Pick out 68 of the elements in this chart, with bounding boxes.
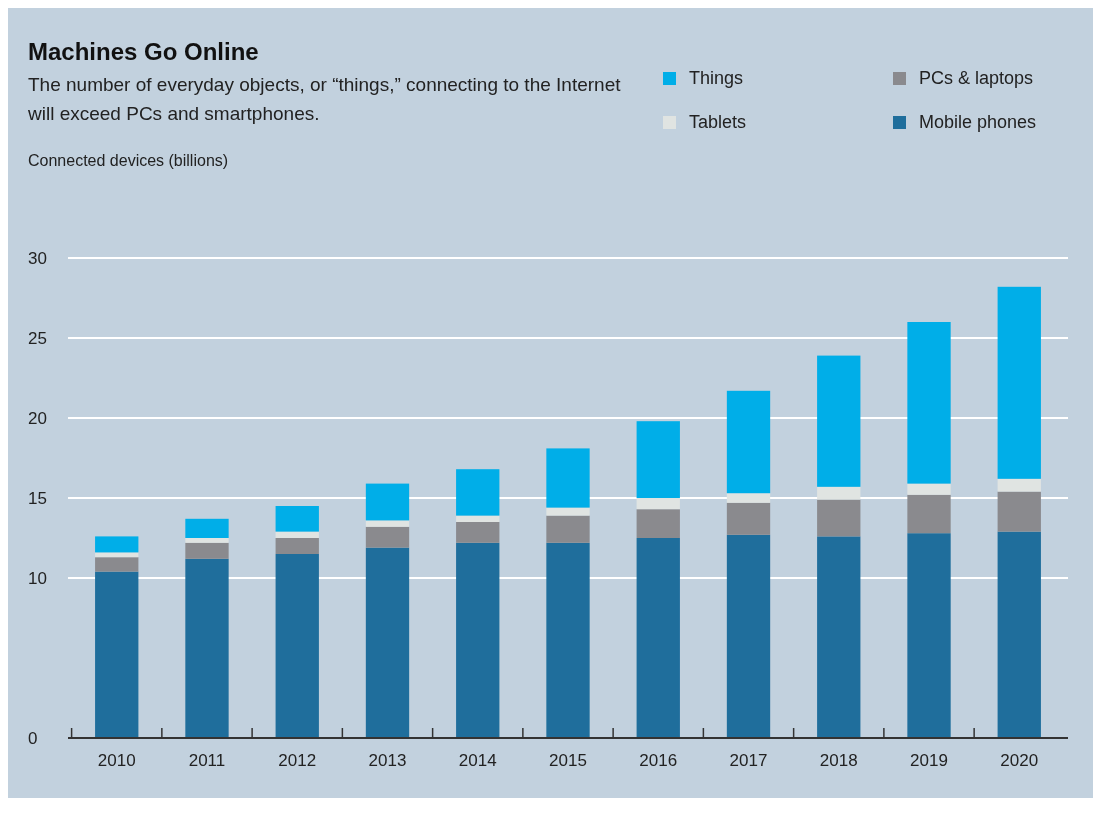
bar	[456, 469, 500, 516]
bar	[726, 502, 771, 535]
bar	[997, 286, 1041, 479]
bar	[997, 491, 1041, 532]
bar	[546, 515, 590, 543]
bar	[907, 322, 951, 484]
y-axis-title: Connected devices (billions)	[28, 152, 229, 169]
bar	[997, 478, 1041, 492]
bar	[726, 534, 771, 738]
x-tick-label: 2012	[278, 751, 317, 770]
x-tick-label: 2010	[97, 751, 136, 770]
y-tick-label: 10	[28, 568, 47, 588]
bar	[726, 390, 771, 494]
x-tick-label: 2018	[819, 751, 858, 770]
x-tick-label: 2017	[729, 751, 768, 770]
bar	[456, 522, 500, 543]
chart-subtitle: The number of everyday objects, or “things,” connecting to the Internet will exceed PCs and smartphones.	[28, 73, 622, 126]
bar	[817, 499, 861, 537]
bar	[185, 558, 229, 738]
x-tick-label: 2016	[639, 751, 678, 770]
x-tick-label: 2015	[549, 751, 587, 770]
bar	[365, 520, 410, 527]
bar	[185, 538, 229, 543]
bar	[95, 557, 139, 572]
bar	[546, 507, 590, 516]
bar	[546, 448, 590, 508]
y-tick-label: 15	[28, 488, 47, 508]
legend-label: Tablets	[689, 112, 747, 132]
bar	[275, 506, 319, 532]
bar	[817, 486, 861, 500]
y-tick-label: 20	[28, 408, 47, 428]
bar	[636, 498, 680, 510]
bar	[636, 538, 680, 738]
bar	[275, 554, 319, 738]
bar	[726, 493, 771, 503]
bar	[817, 536, 861, 738]
legend-label: Mobile phones	[919, 112, 1037, 132]
bar	[275, 538, 319, 554]
bar	[185, 542, 229, 559]
legend-label: Things	[689, 68, 744, 88]
bar	[997, 531, 1041, 738]
bar	[907, 483, 951, 495]
bar	[365, 547, 410, 738]
x-tick-label: 2011	[188, 751, 226, 770]
y-tick-label: 30	[28, 248, 47, 268]
bar	[95, 571, 139, 738]
bar	[636, 421, 680, 498]
bar	[907, 494, 951, 534]
bar	[95, 536, 139, 553]
x-tick-label: 2013	[368, 751, 407, 770]
x-tick-label: 2020	[1000, 751, 1039, 770]
bar	[365, 526, 410, 548]
bar	[636, 509, 680, 538]
y-tick-label: 25	[28, 328, 47, 348]
bar	[817, 355, 861, 487]
bar	[546, 542, 590, 738]
y-tick-label: 0	[28, 728, 38, 748]
bar	[456, 515, 500, 522]
bar	[185, 518, 229, 538]
x-tick-label: 2019	[910, 751, 948, 770]
bar	[275, 531, 319, 538]
legend-label: PCs & laptops	[919, 68, 1034, 88]
bar	[907, 533, 951, 738]
bar	[95, 552, 139, 558]
x-tick-label: 2014	[458, 751, 497, 770]
chart-title: Machines Go Online	[28, 38, 259, 65]
bar	[365, 483, 410, 521]
bar	[456, 542, 500, 738]
